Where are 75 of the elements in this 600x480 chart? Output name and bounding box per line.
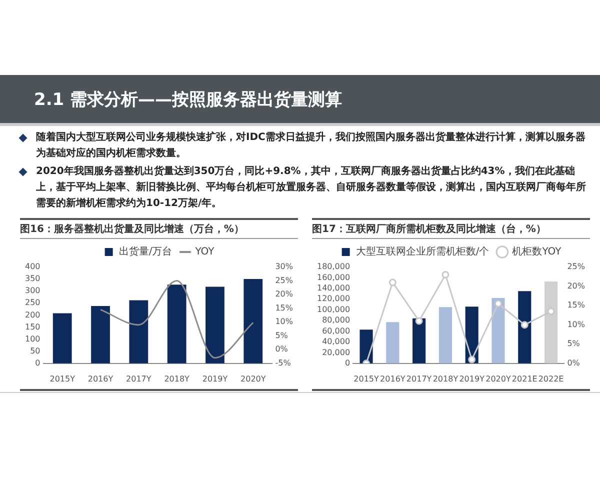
bar xyxy=(206,286,224,364)
x-tick-label: 2016Y xyxy=(380,374,406,384)
y-tick-label: 180,000 xyxy=(316,262,350,272)
x-tick-label: 2022E xyxy=(538,374,564,384)
line-series xyxy=(100,280,254,359)
y-tick-label: 250 xyxy=(24,298,40,308)
y2-tick-label: 15% xyxy=(567,300,586,310)
y2-tick-label: 15% xyxy=(275,303,294,312)
point xyxy=(547,308,555,316)
point xyxy=(442,270,450,278)
y-tick-label: 40,000 xyxy=(322,337,350,346)
chart-title: 图17：互联网厂商所需机柜数及同比增速（台，%） xyxy=(312,218,590,239)
y-tick-label: 60,000 xyxy=(322,326,350,336)
x-tick-label: 2017Y xyxy=(126,374,152,384)
y2-tick-label: 5% xyxy=(275,330,288,340)
y2-tick-label: 10% xyxy=(567,320,586,329)
x-tick-label: 2018Y xyxy=(164,374,190,384)
y2-tick-label: 25% xyxy=(567,262,586,272)
bar xyxy=(438,307,452,364)
point xyxy=(520,321,528,329)
bar xyxy=(52,313,72,364)
x-tick-label: 2015Y xyxy=(354,374,380,384)
y-tick-label: 80,000 xyxy=(322,316,350,325)
y-tick-label: 150 xyxy=(24,322,40,332)
point xyxy=(494,300,502,308)
bar xyxy=(412,318,426,364)
x-tick-label: 2018Y xyxy=(432,374,458,384)
y-tick-label: 100 xyxy=(24,334,40,344)
legend-label: YOY xyxy=(194,246,216,258)
bar xyxy=(244,279,263,364)
x-tick-label: 2021E xyxy=(512,374,538,384)
point xyxy=(468,356,476,364)
x-tick-label: 2019Y xyxy=(459,374,485,384)
y-tick-label: 100,000 xyxy=(316,304,350,314)
point xyxy=(388,278,396,286)
text: 2020年我国服务器整机出货量达到350万台，同比+9.8%，其中，互联网厂商服务器出货量占比约43%，我们在此基础上，基于平均上架率、新旧替换比例、平均每台机柜可放置服务器、自研服务器数量等假设，测算出，国内互联网厂商每年所需要的新增机柜需求约为10-12万架/年。 xyxy=(36,164,587,211)
legend-label: 出货量/万台 xyxy=(118,246,172,258)
x-tick-label: 2020Y xyxy=(240,374,266,384)
bar xyxy=(167,284,186,364)
text: 2.1 需求分析——按照服务器出货量测算 xyxy=(34,88,342,110)
point xyxy=(415,317,423,325)
legend-label: 机柜数YOY xyxy=(512,246,562,258)
y-tick-label: 50 xyxy=(30,346,40,356)
bar xyxy=(129,300,148,364)
y2-tick-label: 0% xyxy=(275,344,288,354)
y-tick-label: 160,000 xyxy=(316,272,350,282)
text: 随着国内大型互联网公司业务规模快速扩张，对IDC需求日益提升，我们按照国内服务器出货量整体进行计算，测算以服务器为基础对应的国内机柜需求数量。 xyxy=(36,130,586,161)
bar xyxy=(492,298,505,364)
y2-tick-label: 5% xyxy=(567,339,580,348)
chart-title: 图16：服务器整机出货量及同比增速（万台，%） xyxy=(20,218,298,239)
bar xyxy=(386,322,400,364)
legend-label: 大型互联网企业所需机柜数/个 xyxy=(356,246,490,258)
y-tick-label: 300 xyxy=(24,286,40,296)
y-tick-label: 200 xyxy=(24,310,40,320)
y2-tick-label: 10% xyxy=(275,317,294,326)
y2-tick-label: 0% xyxy=(567,358,580,368)
y2-tick-label: 20% xyxy=(567,281,586,290)
y-tick-label: 140,000 xyxy=(316,284,350,292)
x-tick-label: 2016Y xyxy=(88,374,114,384)
y-tick-label: 400 xyxy=(24,262,40,272)
y-tick-label: 120,000 xyxy=(316,294,350,304)
x-tick-label: 2017Y xyxy=(406,374,432,384)
y-tick-label: 0 xyxy=(35,358,40,368)
bar xyxy=(91,306,110,364)
y2-tick-label: 30% xyxy=(275,262,294,272)
x-tick-label: 2020Y xyxy=(486,374,511,384)
y2-tick-label: 20% xyxy=(275,290,294,299)
y-tick-label: 20,000 xyxy=(322,348,350,357)
y-tick-label: 0 xyxy=(344,358,350,368)
y2-tick-label: -5% xyxy=(275,358,292,368)
y-tick-label: 350 xyxy=(24,274,40,284)
bar xyxy=(518,291,532,364)
x-tick-label: 2019Y xyxy=(202,374,228,384)
y2-tick-label: 25% xyxy=(275,276,294,285)
x-tick-label: 2015Y xyxy=(50,374,76,384)
